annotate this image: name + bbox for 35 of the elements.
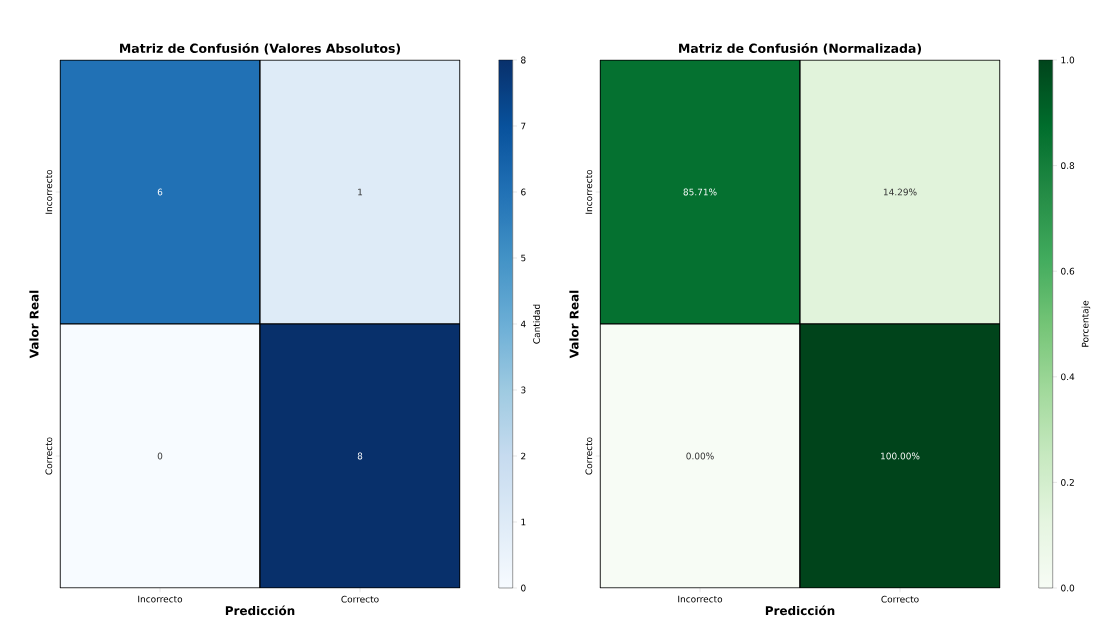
color-bar-label: 8 xyxy=(521,56,526,64)
x-tick-label: Incorrecto xyxy=(678,595,723,603)
x-tick-label: Incorrecto xyxy=(138,595,183,603)
chart-title: Matriz de Confusión (Normalizada) xyxy=(679,42,922,55)
data-label: 14.29% xyxy=(883,188,917,196)
color-bar-label: 0.4 xyxy=(1061,373,1075,381)
x-axis-title: Predicción xyxy=(225,605,295,616)
color-bar-label: 1.0 xyxy=(1061,56,1075,64)
color-bar-label: 1 xyxy=(521,518,526,526)
color-bar-label: 3 xyxy=(521,386,526,394)
data-label: 8 xyxy=(357,452,363,460)
color-bar-label: 7 xyxy=(521,122,526,130)
y-axis-title: Valor Real xyxy=(569,290,579,359)
color-bar-label: 4 xyxy=(520,320,526,328)
color-bar-label: 0.0 xyxy=(1061,584,1075,592)
color-bar-label: 0.2 xyxy=(1061,479,1074,486)
y-axis-title: Valor Real xyxy=(29,290,39,359)
color-bar-label: 2 xyxy=(521,452,526,460)
color-bar-label: 6 xyxy=(521,188,526,196)
color-bar-title: Porcentaje xyxy=(1081,300,1091,347)
data-label: 85.71% xyxy=(683,188,717,196)
x-tick-label: Correcto xyxy=(881,595,919,603)
color-bar-label: 5 xyxy=(521,254,526,262)
color-bar-label: 0.6 xyxy=(1061,267,1075,275)
color-bar-title: Cantidad xyxy=(533,304,540,344)
data-label: 6 xyxy=(157,188,163,196)
color-bar-label: 0.8 xyxy=(1061,162,1075,169)
chart-title: Matriz de Confusión (Valores Absolutos) xyxy=(120,42,401,55)
data-label: 0.00% xyxy=(686,452,714,460)
color-bar-label: 0 xyxy=(521,584,526,592)
x-tick-label: Correcto xyxy=(341,595,379,603)
x-axis-title: Predicción xyxy=(765,605,835,616)
data-label: 100.00% xyxy=(881,452,920,460)
data-label: 1 xyxy=(358,188,363,196)
data-label: 0 xyxy=(157,452,163,460)
